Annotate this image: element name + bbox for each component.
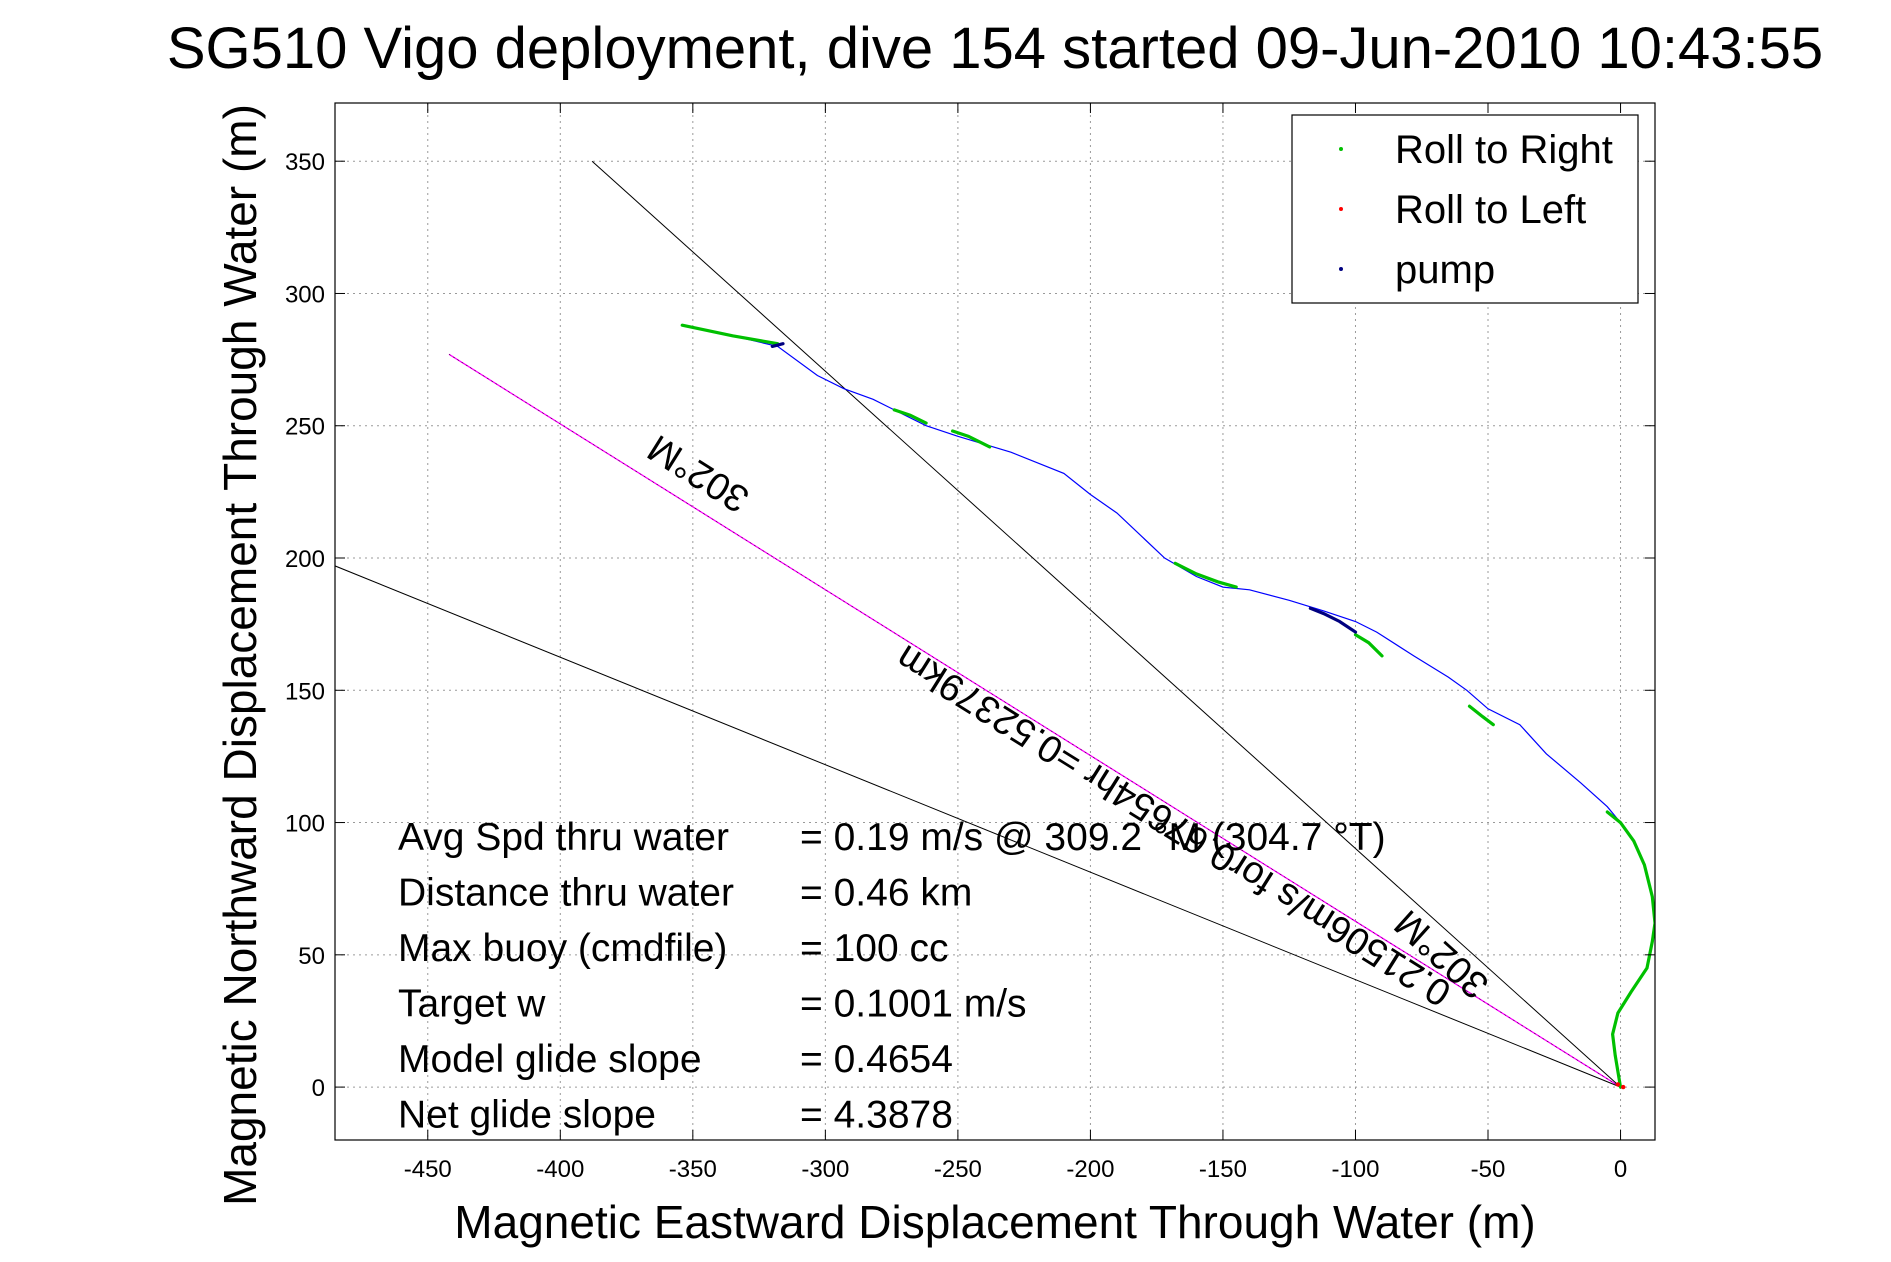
x-axis-label: Magnetic Eastward Displacement Through W…	[454, 1196, 1535, 1248]
roll-right-segment	[1605, 810, 1655, 1089]
stat-label: Max buoy (cmdfile)	[398, 927, 727, 970]
x-tick-label: -200	[1066, 1156, 1114, 1183]
legend-marker	[1339, 147, 1343, 151]
roll-left-point	[1620, 1084, 1626, 1090]
y-tick-label: 150	[285, 678, 325, 705]
roll-right-segment	[680, 323, 780, 346]
x-tick-label: 0	[1614, 1156, 1627, 1183]
roll-right-segment	[950, 429, 992, 449]
heading-line	[335, 565, 1621, 1088]
legend: Roll to Right Roll to Left pump	[1291, 114, 1639, 304]
chart-title: SG510 Vigo deployment, dive 154 started …	[167, 16, 1823, 81]
legend-label: Roll to Left	[1395, 188, 1586, 232]
plot-lines	[335, 160, 1655, 1090]
y-tick-label: 250	[285, 414, 325, 441]
stat-value: = 0.19 m/s @ 309.2 °M (304.7 °T)	[800, 816, 1386, 859]
roll-left-point	[1615, 1082, 1621, 1087]
stat-value: = 100 cc	[800, 927, 949, 970]
x-tick-label: -350	[669, 1156, 717, 1183]
stat-label: Model glide slope	[398, 1038, 702, 1081]
pump-segment	[1308, 606, 1358, 634]
grid-lines	[335, 103, 1655, 1140]
x-tick-label: -150	[1199, 1156, 1247, 1183]
legend-marker	[1339, 207, 1343, 211]
legend-box	[1291, 114, 1639, 304]
pump-segment	[770, 342, 785, 348]
stat-value: = 0.46 km	[800, 872, 972, 915]
y-axis-label: Magnetic Northward Displacement Through …	[214, 104, 266, 1206]
stat-label: Net glide slope	[398, 1094, 656, 1137]
legend-marker	[1339, 267, 1343, 271]
course-line-dots	[448, 354, 1621, 1088]
roll-right-segment	[1467, 704, 1495, 727]
stat-value: = 4.3878	[800, 1094, 953, 1137]
x-tick-label: -50	[1471, 1156, 1506, 1183]
y-tick-label: 350	[285, 149, 325, 176]
y-tick-label: 300	[285, 281, 325, 308]
x-tick-label: -400	[536, 1156, 584, 1183]
x-tick-label: -250	[934, 1156, 982, 1183]
x-tick-label: -450	[404, 1156, 452, 1183]
y-tick-label: 200	[285, 546, 325, 573]
y-tick-label: 50	[298, 943, 325, 970]
heading-line	[591, 160, 1621, 1088]
legend-label: Roll to Right	[1395, 128, 1613, 172]
axis-ticks: -450 -400 -350 -300 -250 -200 -150 -100 -50 0 0 50 1…	[285, 103, 1655, 1183]
stat-label: Distance thru water	[398, 872, 734, 915]
x-tick-label: -300	[801, 1156, 849, 1183]
roll-right-segment	[892, 408, 928, 425]
y-tick-label: 0	[312, 1075, 325, 1102]
dive-statistics: Avg Spd thru water = 0.19 m/s @ 309.2 °M …	[398, 816, 1386, 1137]
stat-label: Avg Spd thru water	[398, 816, 729, 859]
plot-frame	[334, 102, 1656, 1141]
legend-label: pump	[1395, 248, 1495, 292]
x-tick-label: -100	[1331, 1156, 1379, 1183]
stat-value: = 0.1001 m/s	[800, 983, 1027, 1026]
y-tick-label: 100	[285, 811, 325, 838]
stat-value: = 0.4654	[800, 1038, 953, 1081]
roll-right-segment	[1173, 561, 1238, 589]
roll-right-segment	[1353, 633, 1384, 658]
stat-label: Target w	[398, 983, 546, 1026]
